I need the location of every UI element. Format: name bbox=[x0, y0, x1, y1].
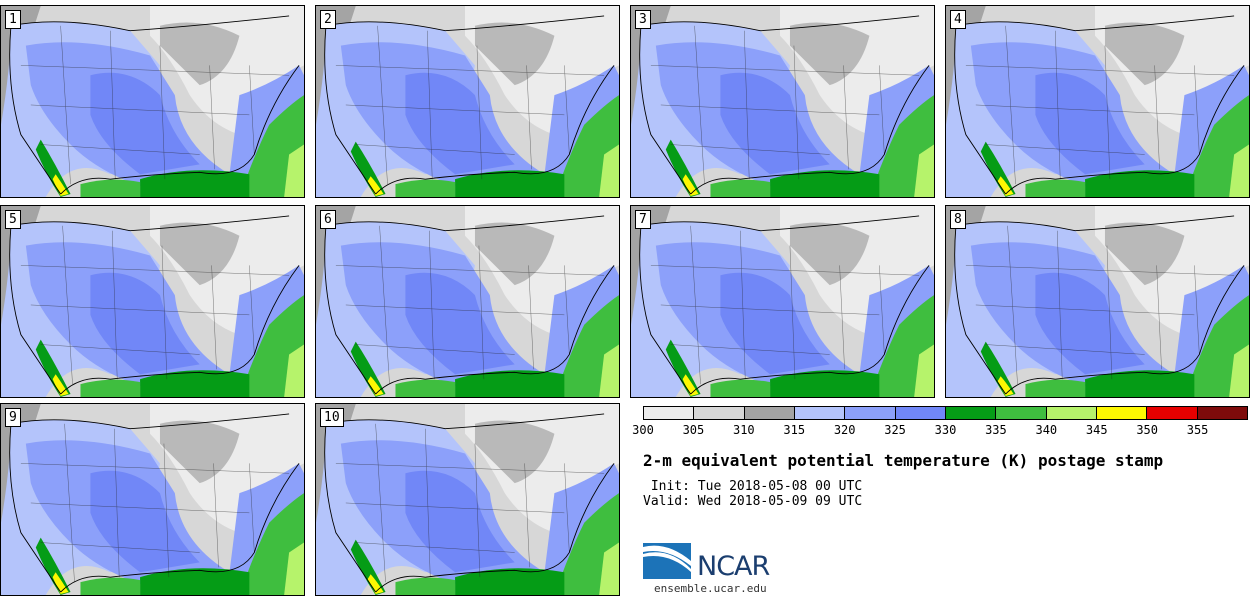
map-panel: 4 bbox=[945, 5, 1250, 198]
colorbar-tick-label: 325 bbox=[884, 423, 906, 437]
map-panel: 5 bbox=[0, 205, 305, 398]
panel-number-label: 1 bbox=[5, 10, 21, 29]
colorbar bbox=[643, 406, 1248, 420]
colorbar-tick-label: 305 bbox=[682, 423, 705, 437]
ncar-logo-text: NCAR bbox=[697, 551, 770, 582]
figure-title: 2-m equivalent potential temperature (K)… bbox=[643, 451, 1164, 470]
panel-number-label: 8 bbox=[950, 210, 966, 229]
panel-number-label: 9 bbox=[5, 408, 21, 427]
colorbar-tick-label: 345 bbox=[1085, 423, 1108, 437]
valid-time: Valid: Wed 2018-05-09 09 UTC bbox=[643, 494, 863, 509]
panel-number-label: 6 bbox=[320, 210, 336, 229]
ncar-url: ensemble.ucar.edu bbox=[654, 582, 767, 595]
colorbar-swatch bbox=[1046, 407, 1097, 419]
panel-number-label: 2 bbox=[320, 10, 336, 29]
panel-number-label: 7 bbox=[635, 210, 651, 229]
panel-number-label: 4 bbox=[950, 10, 966, 29]
colorbar-swatch bbox=[845, 407, 896, 419]
colorbar-tick-label: 310 bbox=[732, 423, 755, 437]
colorbar-swatch bbox=[945, 407, 997, 419]
init-time: Init: Tue 2018-05-08 00 UTC bbox=[643, 479, 863, 494]
colorbar-tick-label: 300 bbox=[632, 423, 654, 437]
colorbar-tick-label: 315 bbox=[783, 423, 806, 437]
colorbar-tick-label: 335 bbox=[985, 423, 1007, 437]
colorbar-tick-label: 350 bbox=[1136, 423, 1158, 437]
map-panel: 8 bbox=[945, 205, 1250, 398]
panel-number-label: 10 bbox=[320, 408, 344, 427]
colorbar-swatch bbox=[895, 407, 946, 419]
colorbar-swatch bbox=[996, 407, 1047, 419]
map-panel: 3 bbox=[630, 5, 935, 198]
colorbar-swatch bbox=[794, 407, 846, 419]
map-panel: 10 bbox=[315, 403, 620, 596]
colorbar-tick-label: 320 bbox=[833, 423, 856, 437]
colorbar-swatch bbox=[1096, 407, 1148, 419]
colorbar-swatch bbox=[1147, 407, 1198, 419]
colorbar-swatch bbox=[744, 407, 795, 419]
panel-number-label: 3 bbox=[635, 10, 651, 29]
map-panel: 2 bbox=[315, 5, 620, 198]
map-panel: 6 bbox=[315, 205, 620, 398]
map-panel: 7 bbox=[630, 205, 935, 398]
colorbar-tick-label: 340 bbox=[1035, 423, 1058, 437]
map-panel: 9 bbox=[0, 403, 305, 596]
colorbar-swatch bbox=[694, 407, 745, 419]
colorbar-tick-label: 330 bbox=[934, 423, 957, 437]
colorbar-tick-label: 355 bbox=[1186, 423, 1209, 437]
panel-number-label: 5 bbox=[5, 210, 21, 229]
colorbar-swatch bbox=[644, 407, 695, 419]
map-panel: 1 bbox=[0, 5, 305, 198]
ncar-logo-icon bbox=[643, 543, 691, 579]
colorbar-swatch bbox=[1197, 407, 1247, 419]
